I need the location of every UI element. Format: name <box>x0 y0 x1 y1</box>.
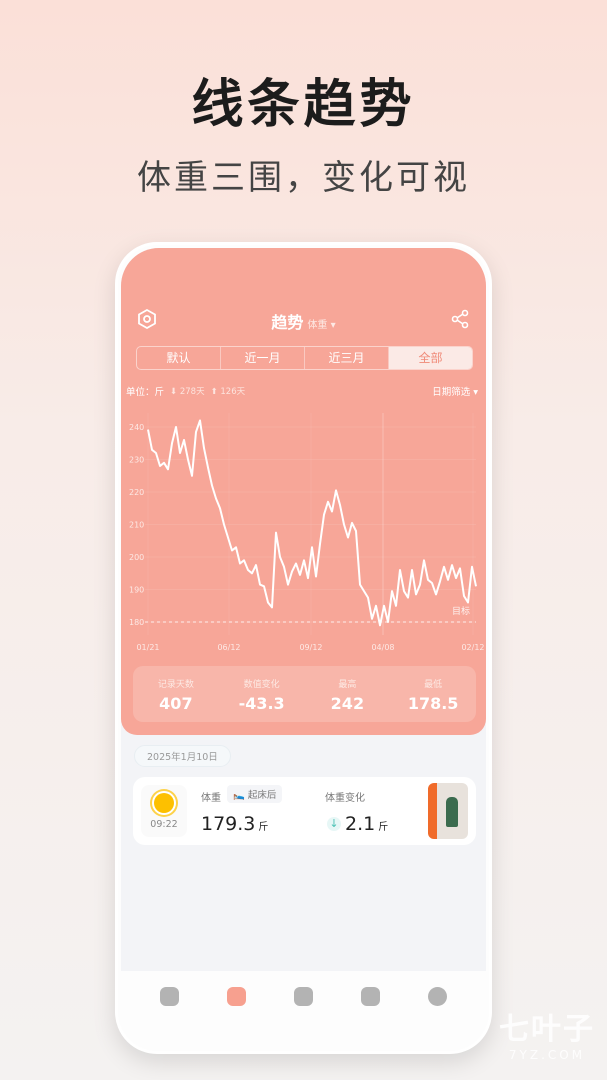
change-unit: 斤 <box>378 822 389 833</box>
stat-label: 记录天数 <box>157 680 194 690</box>
stat-label: 数值变化 <box>243 680 280 690</box>
sun-icon <box>154 793 174 813</box>
home-icon[interactable] <box>160 987 179 1006</box>
promo-headline: 线条趋势 <box>191 75 416 135</box>
x-tick-label: 04/08 <box>371 643 394 652</box>
y-tick-label: 210 <box>129 521 144 530</box>
stat-label: 最低 <box>424 680 443 690</box>
stat-value: -43.3 <box>238 694 285 713</box>
change-label: 体重变化 <box>325 793 365 804</box>
profile-icon[interactable] <box>428 987 447 1006</box>
photo-thumbnail[interactable] <box>428 783 468 839</box>
settings-icon[interactable] <box>137 309 157 329</box>
trend-icon[interactable] <box>227 987 246 1006</box>
up-days: ⬆ 126天 <box>210 387 246 397</box>
range-all[interactable]: 全部 <box>389 347 472 369</box>
x-tick-label: 06/12 <box>217 643 240 652</box>
record-date: 2025年1月10日 <box>134 745 231 767</box>
bottom-tab-bar <box>118 971 489 1051</box>
x-tick-label: 01/21 <box>136 643 159 652</box>
share-icon[interactable] <box>450 309 470 329</box>
weight-line <box>147 419 477 627</box>
x-tick-label: 09/12 <box>299 643 322 652</box>
stat-change: 数值变化 -43.3 <box>219 666 305 722</box>
y-tick-label: 230 <box>129 456 144 465</box>
weight-unit: 斤 <box>258 822 269 833</box>
stat-label: 最高 <box>338 680 357 690</box>
target-label: 目标 <box>452 605 470 617</box>
range-default[interactable]: 默认 <box>137 347 221 369</box>
phone-frame: 趋势 体重 ▾ 默认 近一月 近三月 全部 单位：斤 ⬇ 278天 ⬆ 126天 … <box>115 242 492 1054</box>
weight-value: 179.3 斤 <box>201 813 268 835</box>
record-card[interactable]: 09:22 体重 🛌 起床后 179.3 斤 体重变化 ↓ 2.1 斤 <box>133 777 476 845</box>
stat-value: 407 <box>159 694 193 713</box>
range-3-months[interactable]: 近三月 <box>305 347 389 369</box>
y-tick-label: 200 <box>129 553 144 562</box>
y-tick-label: 180 <box>129 618 144 627</box>
arrow-down-icon: ↓ <box>327 817 341 831</box>
promo-subtitle: 体重三围，变化可视 <box>137 158 470 198</box>
date-filter[interactable]: 日期筛选 ▾ <box>432 387 478 398</box>
watermark-name: 七叶子 <box>499 1012 595 1047</box>
change-value: 2.1 斤 <box>345 813 388 835</box>
calendar-icon[interactable] <box>294 987 313 1006</box>
down-days: ⬇ 278天 <box>170 387 205 397</box>
title-text: 趋势 <box>271 313 304 332</box>
range-1-month[interactable]: 近一月 <box>221 347 305 369</box>
stat-days: 记录天数 407 <box>133 666 219 722</box>
stat-value: 242 <box>330 694 365 713</box>
weight-chart[interactable]: 180 190 200 210 220 230 240 01/21 06/12 09/12 04/0… <box>121 403 486 663</box>
metric-dropdown[interactable]: 体重 ▾ <box>307 320 336 331</box>
y-tick-label: 190 <box>129 586 144 595</box>
stat-min: 最低 178.5 <box>390 666 476 722</box>
watermark-site: 7YZ.COM <box>508 1048 586 1062</box>
stats-panel: 记录天数 407 数值变化 -43.3 最高 242 最低 178.5 <box>133 666 476 722</box>
stat-max: 最高 242 <box>305 666 391 722</box>
change-number: 2.1 <box>345 813 376 835</box>
weight-number: 179.3 <box>201 813 256 835</box>
stat-value: 178.5 <box>407 694 459 713</box>
notebook-icon[interactable] <box>361 987 380 1006</box>
page-title: 趋势 体重 ▾ <box>121 309 486 333</box>
x-tick-label: 02/12 <box>461 643 484 652</box>
y-tick-label: 240 <box>129 423 144 432</box>
screen: 趋势 体重 ▾ 默认 近一月 近三月 全部 单位：斤 ⬇ 278天 ⬆ 126天 … <box>121 248 486 971</box>
wake-tag: 🛌 起床后 <box>227 785 283 803</box>
range-selector: 默认 近一月 近三月 全部 <box>136 346 473 370</box>
record-time: 09:22 <box>150 819 178 830</box>
y-tick-label: 220 <box>129 488 144 497</box>
watermark-logo: 七叶子 7YZ.COM <box>499 1004 595 1062</box>
trend-panel: 趋势 体重 ▾ 默认 近一月 近三月 全部 单位：斤 ⬇ 278天 ⬆ 126天 … <box>121 248 486 735</box>
unit-label: 单位：斤 <box>126 387 165 398</box>
weight-label: 体重 <box>201 793 221 804</box>
time-box: 09:22 <box>141 785 187 837</box>
